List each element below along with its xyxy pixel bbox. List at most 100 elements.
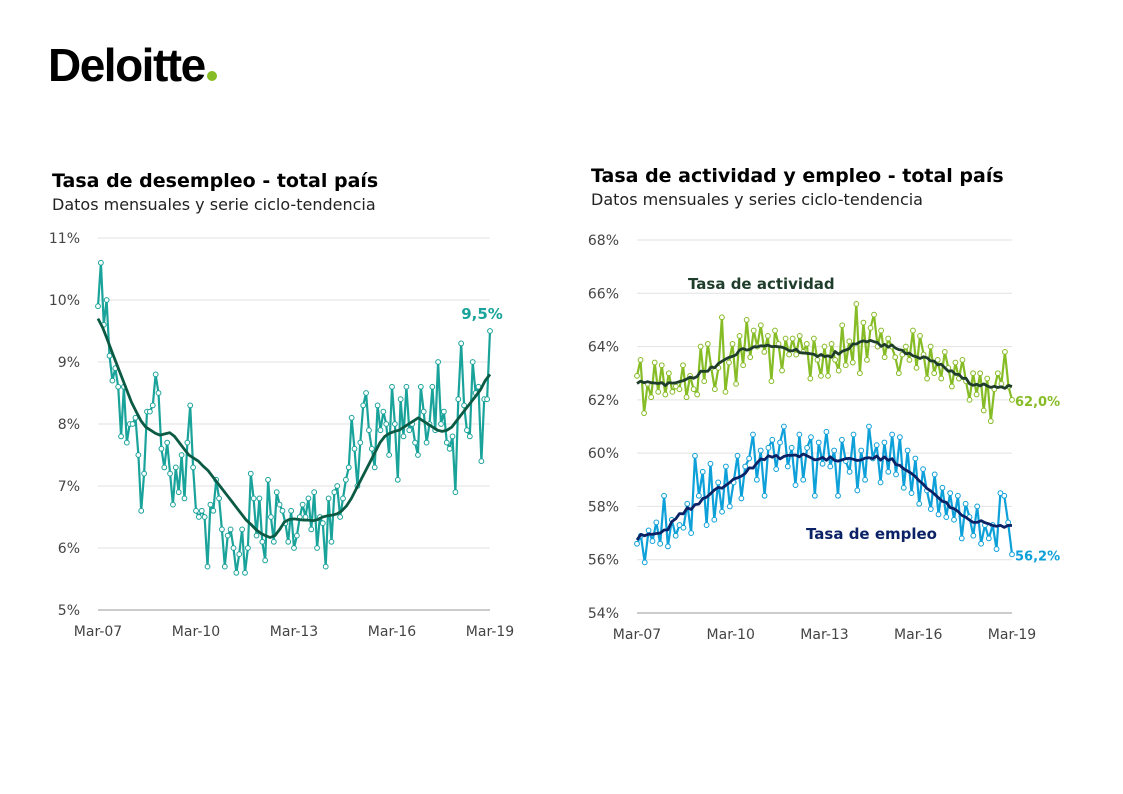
- chart2-employment-monthly-point: [896, 434, 903, 441]
- chart1-monthly-point: [259, 538, 266, 545]
- chart2-subtitle: Datos mensuales y series ciclo-tendencia: [591, 190, 923, 209]
- chart2-employment-monthly-point: [835, 492, 841, 499]
- chart2-activity-monthly-point: [878, 327, 885, 334]
- chart2-activity-monthly-point: [895, 370, 902, 377]
- chart1-monthly-point: [95, 303, 101, 310]
- chart1-monthly-point: [420, 408, 427, 415]
- logo-dot: [206, 71, 217, 81]
- chart1-monthly-point: [233, 569, 240, 576]
- chart2-activity-monthly-point: [669, 388, 676, 395]
- chart2-employment-monthly-point: [680, 524, 687, 531]
- chart1-monthly-point: [164, 439, 171, 446]
- chart2-y-tick-label: 62%: [588, 393, 619, 409]
- chart2-activity-monthly-point: [856, 370, 863, 377]
- chart2-employment-monthly-point: [719, 508, 725, 515]
- chart2-activity-monthly-point: [948, 383, 955, 390]
- chart2-activity-monthly-point: [867, 325, 874, 331]
- chart2-activity-monthly-point: [701, 378, 708, 385]
- chart2-employment-monthly-point: [881, 439, 888, 446]
- chart1-monthly-point: [397, 396, 404, 403]
- chart1-monthly-point: [478, 458, 485, 465]
- chart2-activity-monthly-point: [796, 333, 803, 339]
- chart2-employment-monthly-point: [800, 476, 807, 483]
- chart2-activity-monthly-point: [743, 317, 750, 323]
- chart1-monthly-point: [138, 507, 145, 514]
- chart2-employment-monthly-point: [993, 546, 1000, 552]
- chart2-employment-monthly-point: [645, 527, 652, 534]
- chart1-monthly-point: [331, 489, 338, 496]
- chart1-monthly-point: [449, 433, 456, 440]
- chart2-employment-monthly-point: [846, 468, 853, 475]
- chart2-activity-monthly-point: [977, 370, 984, 377]
- chart2-employment-monthly-point: [715, 479, 722, 486]
- chart2-employment-monthly-point: [819, 460, 826, 467]
- chart2-x-tick-label: Mar-07: [613, 627, 661, 643]
- chart2-employment-monthly-point: [788, 444, 795, 451]
- chart2-employment-monthly-point: [699, 468, 706, 475]
- chart1-monthly-point: [103, 297, 110, 303]
- chart2-activity-monthly-point: [860, 319, 867, 326]
- chart1-monthly-point: [484, 396, 491, 403]
- chart1-monthly-point: [383, 421, 390, 427]
- chart2-activity-monthly-point: [864, 356, 870, 363]
- chart1-trend-line: [96, 317, 492, 539]
- chart2-activity-monthly-point: [750, 327, 757, 334]
- chart2-employment-monthly-point: [831, 447, 838, 454]
- chart2-employment-monthly-point: [947, 490, 954, 497]
- chart2-employment-monthly-point: [943, 514, 950, 520]
- chart1-monthly-point: [276, 501, 283, 508]
- chart2-employment-monthly-point: [908, 490, 915, 497]
- chart1-monthly-point: [184, 439, 191, 446]
- chart2-employment-monthly-point: [711, 516, 718, 523]
- chart1-monthly-point: [230, 545, 237, 551]
- chart1-monthly-point: [360, 402, 367, 409]
- chart2-activity-monthly-point: [910, 327, 916, 334]
- chart1-monthly-point: [201, 514, 208, 520]
- chart2-employment-monthly-point: [757, 447, 764, 454]
- chart1-monthly-point: [244, 545, 251, 551]
- chart1-x-tick-label: Mar-07: [74, 624, 122, 640]
- chart2-activity-monthly-point: [835, 367, 842, 374]
- chart2-activity-monthly-point: [719, 314, 725, 321]
- chart2-activity-monthly-point: [680, 362, 686, 369]
- chart1-monthly-point: [115, 383, 122, 390]
- chart1-monthly-point: [262, 557, 269, 564]
- chart2-activity-monthly-point: [690, 386, 697, 393]
- chart2-employment-monthly-point: [997, 490, 1004, 497]
- chart2-employment-monthly-point: [838, 436, 845, 443]
- chart2-employment-monthly-point: [773, 466, 780, 473]
- chart1-monthly-point: [342, 476, 349, 483]
- chart2-employment-monthly-point: [974, 503, 981, 510]
- chart2-employment-monthly-point: [738, 495, 745, 502]
- chart1-monthly-point: [305, 495, 312, 502]
- chart1-monthly-point: [351, 445, 358, 452]
- chart1-monthly-point: [443, 439, 450, 446]
- chart2-activity-monthly-point: [849, 359, 856, 366]
- chart1-monthly-point: [469, 359, 476, 365]
- chart1-monthly-point: [455, 396, 462, 403]
- chart2-employment-monthly-line: [636, 425, 1014, 564]
- chart2-activity-monthly-point: [768, 378, 775, 385]
- chart2-activity-monthly-point: [683, 394, 690, 401]
- chart2-employment-monthly-point: [765, 444, 772, 451]
- chart1-monthly-point: [363, 390, 369, 396]
- chart2-employment-monthly-point: [900, 484, 907, 491]
- chart2-employment-monthly-point: [916, 500, 923, 507]
- chart2-employment-monthly-point: [784, 463, 791, 470]
- chart1-monthly-point: [337, 514, 344, 520]
- chart2-x-tick-label: Mar-10: [707, 627, 755, 643]
- chart2-y-tick-label: 66%: [588, 286, 619, 302]
- chart2-activity-monthly-point: [871, 311, 877, 318]
- chart2-employment-monthly-point: [695, 492, 702, 499]
- chart2-activity-monthly-point: [924, 375, 930, 382]
- chart1-monthly-point: [227, 526, 234, 533]
- chart1-monthly-point: [224, 532, 231, 539]
- chart1-monthly-point: [334, 483, 341, 489]
- chart2-employment-monthly-point: [796, 431, 803, 438]
- chart2-employment-monthly-point: [920, 466, 926, 473]
- chart2-activity-monthly-point: [987, 418, 994, 425]
- chart2-employment-monthly-point: [850, 431, 857, 438]
- chart1-monthly-point: [328, 538, 335, 545]
- chart2-x-tick-label: Mar-13: [800, 627, 848, 643]
- chart2-activity-monthly-point: [821, 343, 828, 350]
